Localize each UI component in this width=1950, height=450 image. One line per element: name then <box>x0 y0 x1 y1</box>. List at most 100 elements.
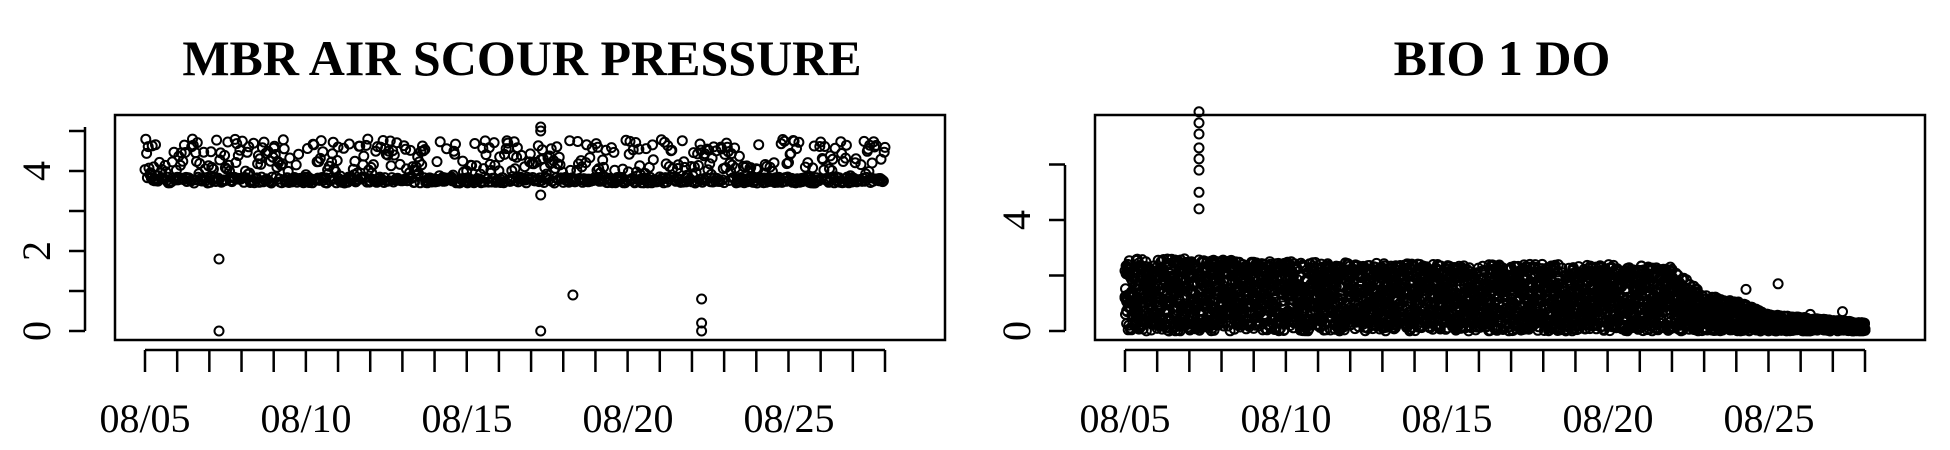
data-point <box>814 141 826 152</box>
chart-title: BIO 1 DO <box>1394 30 1611 86</box>
data-point <box>502 137 514 149</box>
data-point <box>254 153 266 165</box>
data-point <box>404 144 416 156</box>
data-point <box>141 147 153 159</box>
data-point <box>878 146 890 158</box>
data-point <box>360 139 372 151</box>
data-point <box>419 144 431 155</box>
data-point <box>879 141 891 153</box>
data-point <box>567 289 579 301</box>
x-tick-labels: 08/05 08/10 08/15 08/20 08/25 <box>99 396 834 441</box>
data-point <box>819 141 831 152</box>
data-point <box>793 136 805 148</box>
data-point <box>726 159 738 171</box>
data-point <box>488 137 500 149</box>
data-point <box>236 135 248 147</box>
data-point <box>206 161 218 173</box>
data-point <box>672 159 684 171</box>
data-point <box>354 140 366 152</box>
data-point <box>277 158 288 170</box>
data-point <box>434 136 446 148</box>
data-point <box>866 157 878 169</box>
data-point <box>696 293 708 305</box>
data-point <box>829 142 841 154</box>
data-point <box>331 155 343 166</box>
data-point <box>704 158 716 170</box>
data-point <box>877 175 889 187</box>
data-point <box>417 145 429 157</box>
data-point <box>213 325 225 337</box>
data-point <box>791 143 802 155</box>
data-point <box>666 144 678 156</box>
data-point <box>553 151 565 163</box>
data-point <box>855 159 867 171</box>
data-point <box>211 134 223 146</box>
data-point <box>219 149 231 161</box>
data-point <box>275 159 287 171</box>
data-point <box>416 159 428 171</box>
data-point <box>1320 260 1332 272</box>
data-point <box>608 146 620 158</box>
data-point <box>617 163 629 175</box>
data-point <box>807 162 819 174</box>
data-point <box>694 138 706 150</box>
data-point <box>450 138 461 150</box>
data-point <box>540 168 552 180</box>
y-tick-labels: 0 2 4 <box>14 161 59 341</box>
panel-bio-1-do: BIO 1 DO 08/05 08/10 08/15 08/20 08/25 0… <box>994 30 1927 441</box>
data-point <box>284 152 296 164</box>
data-point <box>343 138 355 150</box>
scatter-points <box>139 121 891 337</box>
data-point <box>551 141 563 153</box>
data-point <box>449 148 461 160</box>
panel-mbr-air-scour-pressure: MBR AIR SCOUR PRESSURE 08/05 08/10 08/15… <box>14 30 947 441</box>
data-point <box>332 141 344 153</box>
plot-frame <box>113 113 947 342</box>
data-point <box>258 136 270 148</box>
data-point <box>827 153 839 165</box>
data-point <box>542 152 554 164</box>
data-point <box>733 150 745 162</box>
data-point <box>384 135 396 147</box>
scatter-points <box>1119 106 1871 337</box>
data-point <box>535 121 547 133</box>
y-tick-label: 2 <box>14 241 59 261</box>
data-point <box>753 139 765 151</box>
data-point <box>598 161 609 173</box>
data-point <box>365 161 377 173</box>
data-point <box>198 146 210 158</box>
chart-title: MBR AIR SCOUR PRESSURE <box>182 30 861 86</box>
data-point <box>508 136 520 148</box>
data-point <box>869 141 880 153</box>
data-point <box>385 160 397 172</box>
data-point <box>545 143 557 155</box>
y-tick-label: 4 <box>14 161 59 181</box>
x-axis-ticks <box>143 350 887 372</box>
data-point <box>191 137 203 149</box>
data-point <box>213 253 225 265</box>
data-point <box>230 157 242 168</box>
data-point <box>248 137 260 149</box>
x-tick-label: 08/25 <box>743 396 834 441</box>
data-point <box>647 139 658 151</box>
data-point <box>509 163 521 175</box>
y-axis-ticks <box>69 129 85 333</box>
data-point <box>142 141 154 153</box>
data-point <box>584 152 596 164</box>
data-point <box>535 189 547 201</box>
data-point <box>840 139 852 151</box>
data-point <box>150 139 161 151</box>
data-point <box>768 157 780 169</box>
data-point <box>647 154 659 166</box>
data-point <box>314 152 326 164</box>
plot-frame <box>1093 113 1927 342</box>
data-point <box>290 159 302 171</box>
data-point <box>367 159 379 171</box>
data-point <box>277 134 289 146</box>
y-tick-label: 0 <box>14 321 59 341</box>
data-point <box>413 156 425 168</box>
x-tick-label: 08/10 <box>260 396 351 441</box>
data-point <box>676 135 688 147</box>
data-point <box>535 325 547 337</box>
data-point <box>266 171 278 183</box>
